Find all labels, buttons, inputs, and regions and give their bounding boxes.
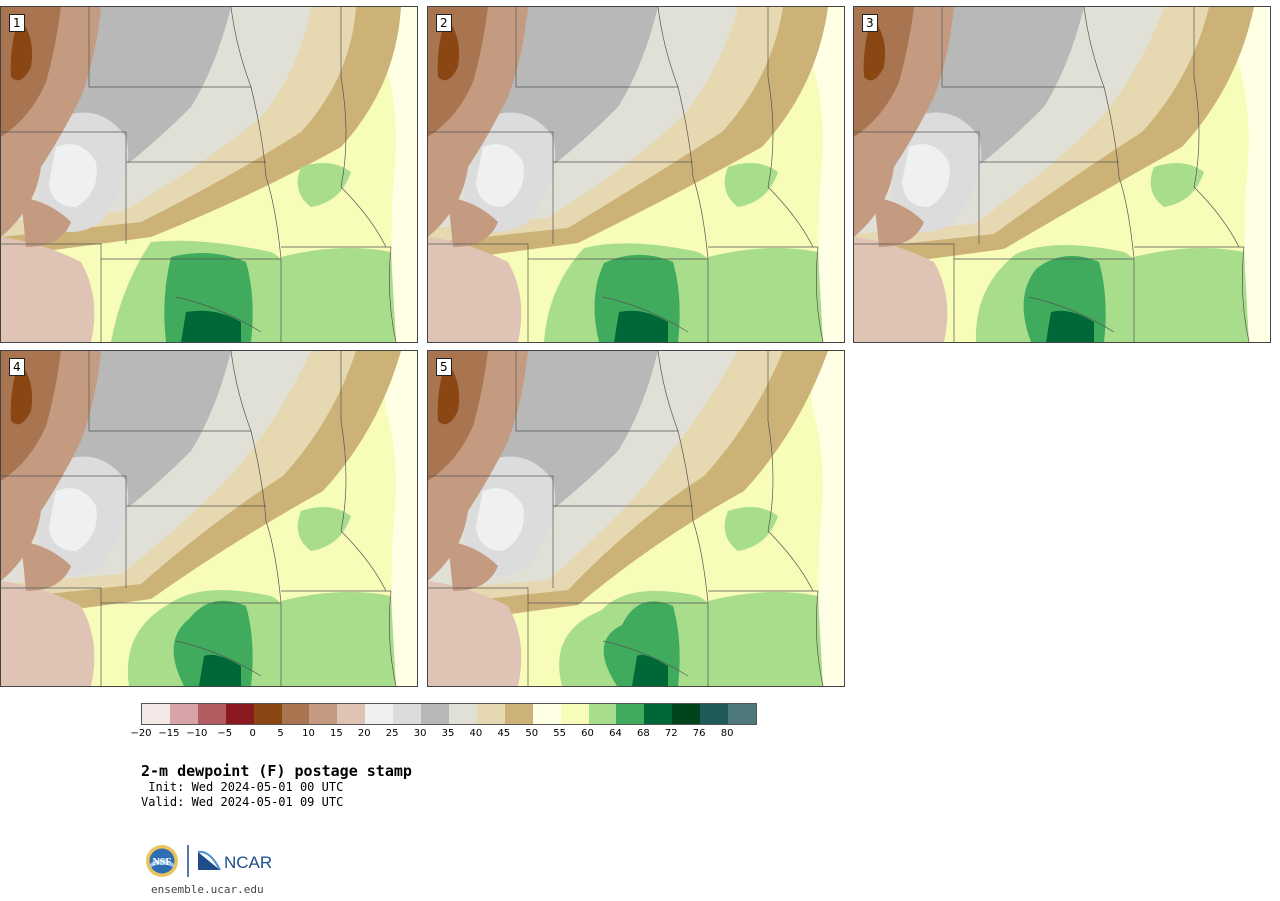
dewpoint-map: [1, 351, 417, 686]
colorbar-swatch: [672, 704, 701, 724]
colorbar-swatch: [476, 704, 505, 724]
dewpoint-map: [428, 351, 844, 686]
panel-number: 2: [436, 14, 452, 32]
colorbar-tick-label: 40: [469, 728, 483, 739]
colorbar-tick-label: 55: [553, 728, 566, 739]
colorbar-swatch: [616, 704, 645, 724]
colorbar-swatch: [560, 704, 589, 724]
colorbar-tick-label: 25: [385, 728, 399, 739]
colorbar-tick-label: 68: [636, 728, 650, 739]
panel-number: 4: [9, 358, 25, 376]
colorbar-swatch: [644, 704, 673, 724]
dewpoint-map: [428, 7, 844, 342]
colorbar-swatch: [504, 704, 533, 724]
colorbar-tick-label: −10: [186, 728, 208, 739]
map-panel-3: 3: [853, 6, 1271, 343]
colorbar-swatch: [253, 704, 282, 724]
colorbar-tick-label: 35: [441, 728, 455, 739]
colorbar-tick-label: −5: [217, 728, 233, 739]
panel-number: 1: [9, 14, 25, 32]
dewpoint-map: [1, 7, 417, 342]
svg-text:NCAR: NCAR: [224, 853, 272, 872]
colorbar-tick-label: 10: [302, 728, 315, 739]
colorbar-swatch: [532, 704, 561, 724]
colorbar-tick-label: 15: [329, 728, 343, 739]
colorbar-tick-label: 20: [357, 728, 371, 739]
footer-url: ensemble.ucar.edu: [151, 883, 264, 896]
colorbar-swatch: [337, 704, 366, 724]
colorbar-ticks: −20 −15 −10 −5 0 5 10 15 20 25 30 35 40 45 50 55 60 64 68 7…: [130, 728, 761, 742]
colorbar-swatch: [700, 704, 729, 724]
colorbar-tick-label: 80: [720, 728, 734, 739]
colorbar-tick-label: 45: [497, 728, 511, 739]
colorbar-tick-label: 30: [413, 728, 427, 739]
map-panel-2: 2: [427, 6, 845, 343]
nsf-ncar-logo: NSF NCAR: [146, 845, 272, 877]
colorbar-tick-label: −15: [158, 728, 180, 739]
colorbar-swatch: [281, 704, 310, 724]
colorbar-tick-label: 0: [249, 728, 256, 739]
colorbar-tick-label: −20: [130, 728, 152, 739]
colorbar-swatch: [448, 704, 477, 724]
logos: NSF NCAR: [144, 842, 274, 880]
colorbar: [141, 703, 757, 725]
colorbar-swatch: [365, 704, 394, 724]
panel-number: 3: [862, 14, 878, 32]
map-panel-5: 5: [427, 350, 845, 687]
chart-title: 2-m dewpoint (F) postage stamp: [141, 762, 412, 780]
map-panel-4: 4: [0, 350, 418, 687]
panel-number: 5: [436, 358, 452, 376]
colorbar-swatch: [588, 704, 617, 724]
colorbar-swatch: [393, 704, 422, 724]
colorbar-tick-label: 72: [664, 728, 678, 739]
map-panel-1: 1: [0, 6, 418, 343]
colorbar-swatch: [197, 704, 226, 724]
colorbar-swatch: [169, 704, 198, 724]
init-time: Init: Wed 2024-05-01 00 UTC: [141, 780, 344, 794]
colorbar-swatch: [142, 704, 170, 724]
colorbar-swatch: [728, 704, 756, 724]
colorbar-tick-label: 50: [525, 728, 539, 739]
dewpoint-map: [854, 7, 1270, 342]
valid-time: Valid: Wed 2024-05-01 09 UTC: [141, 795, 344, 809]
svg-text:NSF: NSF: [153, 857, 172, 868]
colorbar-tick-label: 5: [277, 728, 284, 739]
colorbar-tick-label: 60: [581, 728, 594, 739]
colorbar-swatch: [421, 704, 449, 724]
colorbar-tick-label: 76: [692, 728, 706, 739]
colorbar-swatch: [225, 704, 254, 724]
colorbar-tick-label: 64: [609, 728, 622, 739]
colorbar-swatch: [309, 704, 338, 724]
